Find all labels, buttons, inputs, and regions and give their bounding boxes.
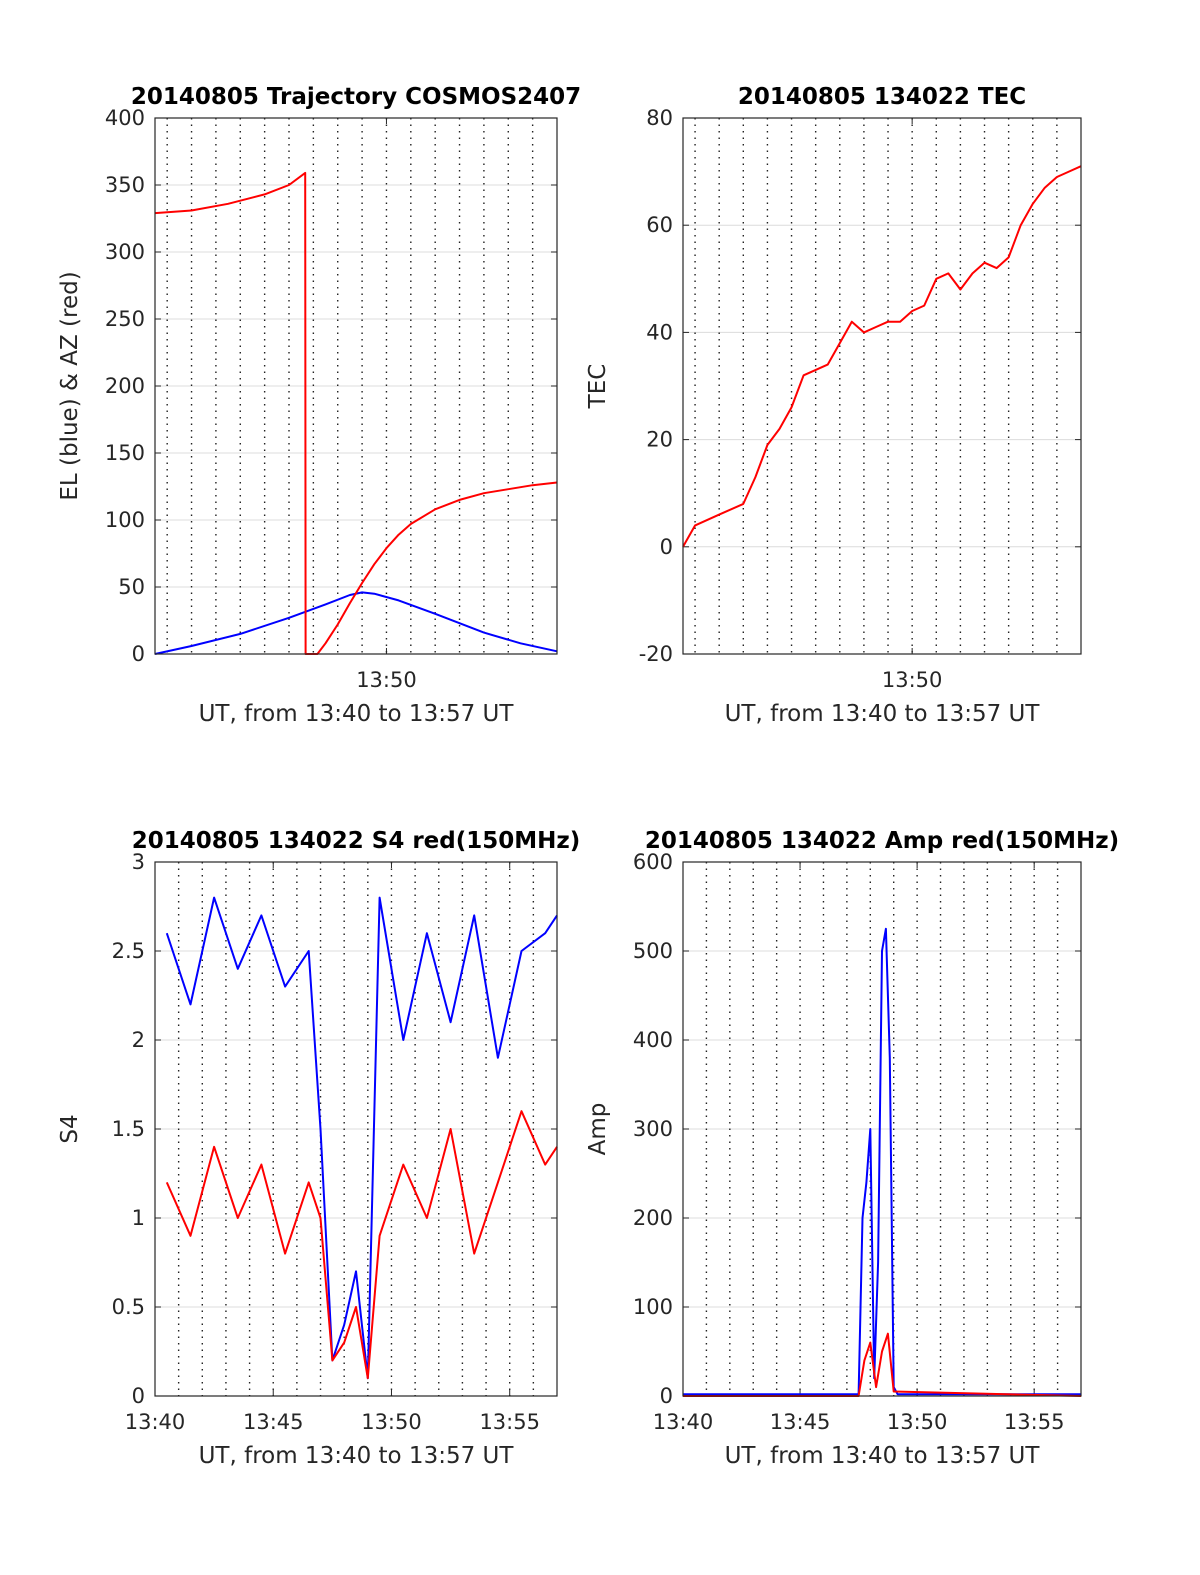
series-line-2 xyxy=(683,1332,1082,1397)
y-tick-label: 400 xyxy=(633,1028,673,1052)
plot-p4: 0 100 200 300 400 500 600 13:40 13:45 13:50 13:55 2… xyxy=(585,828,1119,1469)
series-line-1 xyxy=(683,927,1081,1396)
series-line-1 xyxy=(165,896,558,1380)
y-tick-label: 500 xyxy=(633,939,673,963)
y-tick-label: 300 xyxy=(633,1117,673,1141)
series-line-1 xyxy=(154,591,558,655)
y-tick-label: 100 xyxy=(105,508,145,532)
x-tick-label: 13:45 xyxy=(770,1410,831,1434)
series-line-2 xyxy=(154,171,558,655)
y-tick-label: -20 xyxy=(639,642,673,666)
plot-frame xyxy=(154,861,558,1397)
y-axis-label: S4 xyxy=(57,1114,83,1143)
y-tick-label: 2 xyxy=(132,1028,145,1052)
x-tick-label: 13:45 xyxy=(243,1410,304,1434)
x-tick-label: 13:50 xyxy=(361,1410,422,1434)
y-tick-label: 200 xyxy=(633,1206,673,1230)
y-tick-label: 100 xyxy=(633,1295,673,1319)
x-axis-label: UT, from 13:40 to 13:57 UT xyxy=(725,1443,1041,1469)
chart-title: 20140805 134022 S4 red(150MHz) xyxy=(132,828,581,854)
y-tick-label: 200 xyxy=(105,374,145,398)
plot-p1: 0 50 100 150 200 250 300 350 400 13:50 20140805 Tr… xyxy=(57,84,581,727)
chart-title: 20140805 134022 TEC xyxy=(738,84,1026,110)
series-line-1 xyxy=(682,165,1082,548)
y-tick-label: 0 xyxy=(660,1384,673,1408)
y-tick-label: 2.5 xyxy=(112,939,145,963)
y-axis-label: TEC xyxy=(585,364,611,410)
y-tick-label: 0 xyxy=(660,535,673,559)
y-tick-label: 1.5 xyxy=(112,1117,145,1141)
plot-p3: 0 0.5 1 1.5 2 2.5 3 13:40 13:45 13:50 13:55 2014080… xyxy=(57,828,580,1469)
x-axis-label: UT, from 13:40 to 13:57 UT xyxy=(725,701,1041,727)
y-tick-label: 3 xyxy=(132,850,145,874)
y-tick-label: 0 xyxy=(132,1384,145,1408)
x-tick-label: 13:50 xyxy=(882,668,943,692)
y-axis-label: EL (blue) & AZ (red) xyxy=(57,271,83,500)
plot-frame xyxy=(154,117,558,655)
y-tick-label: 1 xyxy=(132,1206,145,1230)
x-axis-label: UT, from 13:40 to 13:57 UT xyxy=(199,1443,515,1469)
series-line-2 xyxy=(165,1110,558,1380)
y-tick-label: 150 xyxy=(105,441,145,465)
y-tick-label: 300 xyxy=(105,240,145,264)
x-tick-label: 13:40 xyxy=(125,1410,186,1434)
x-tick-label: 13:50 xyxy=(356,668,417,692)
y-tick-label: 80 xyxy=(646,106,673,130)
y-tick-label: 0.5 xyxy=(112,1295,145,1319)
chart-title: 20140805 Trajectory COSMOS2407 xyxy=(131,84,581,110)
y-tick-label: 250 xyxy=(105,307,145,331)
x-tick-label: 13:55 xyxy=(1004,1410,1065,1434)
y-tick-label: 0 xyxy=(132,642,145,666)
y-tick-label: 400 xyxy=(105,106,145,130)
chart-title: 20140805 134022 Amp red(150MHz) xyxy=(645,828,1119,854)
y-axis-label: Amp xyxy=(585,1103,611,1156)
y-tick-label: 600 xyxy=(633,850,673,874)
y-tick-label: 40 xyxy=(646,320,673,344)
x-tick-label: 13:55 xyxy=(479,1410,540,1434)
y-tick-label: 350 xyxy=(105,173,145,197)
plot-frame xyxy=(682,117,1082,655)
y-tick-label: 20 xyxy=(646,428,673,452)
y-tick-label: 50 xyxy=(118,575,145,599)
x-axis-label: UT, from 13:40 to 13:57 UT xyxy=(199,701,515,727)
x-tick-label: 13:50 xyxy=(887,1410,948,1434)
x-tick-label: 13:40 xyxy=(653,1410,714,1434)
plot-p2: -20 0 20 40 60 80 13:50 20140805 134022 TEC UT, … xyxy=(585,84,1082,727)
y-tick-label: 60 xyxy=(646,213,673,237)
plot-frame xyxy=(682,861,1082,1397)
